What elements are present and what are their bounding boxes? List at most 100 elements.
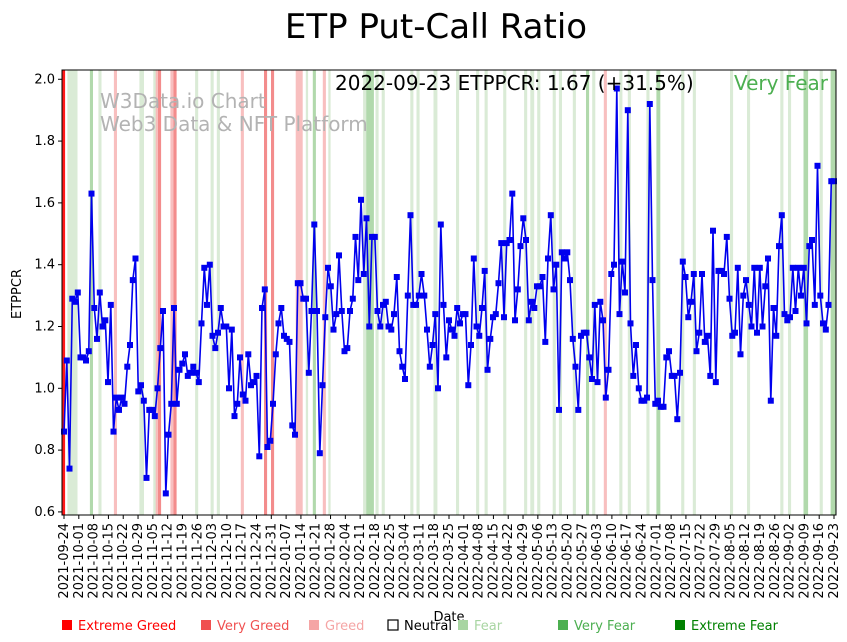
x-tick-label: 2022-07-22 xyxy=(694,523,709,599)
sentiment-band-greed xyxy=(295,70,303,515)
data-point xyxy=(608,271,615,277)
data-point xyxy=(484,366,491,373)
data-point xyxy=(432,311,439,318)
data-point xyxy=(338,308,345,314)
data-point xyxy=(803,320,810,327)
data-point xyxy=(759,323,766,330)
data-point xyxy=(149,406,155,413)
data-point xyxy=(487,335,494,342)
x-tick-label: 2021-12-17 xyxy=(235,523,250,599)
data-point xyxy=(201,264,208,271)
data-point xyxy=(421,292,428,299)
data-point xyxy=(594,379,601,386)
x-tick-label: 2022-01-21 xyxy=(309,523,324,599)
sentiment-band-fear xyxy=(747,70,751,515)
data-point xyxy=(528,298,535,305)
data-point xyxy=(773,332,780,339)
sentiment-band-fear xyxy=(524,70,528,515)
data-point xyxy=(701,338,708,345)
data-point xyxy=(322,314,329,321)
data-point xyxy=(424,326,430,333)
data-point xyxy=(171,305,177,311)
sentiment-bands xyxy=(62,70,836,515)
data-point xyxy=(193,369,199,376)
watermark: W3Data.io Chart Web3 Data & NFT Platform xyxy=(100,89,368,136)
data-point xyxy=(641,397,648,404)
data-point xyxy=(443,354,450,361)
data-point xyxy=(154,385,161,392)
data-point xyxy=(195,379,202,386)
x-tick-label: 2022-08-19 xyxy=(753,523,768,599)
data-point xyxy=(264,444,271,450)
legend-swatch xyxy=(387,619,399,631)
data-point xyxy=(751,264,758,271)
x-tick-label: 2022-01-14 xyxy=(294,523,309,599)
data-point xyxy=(718,267,725,274)
data-point xyxy=(545,255,551,262)
sentiment-band-fear xyxy=(788,70,792,515)
data-point xyxy=(690,271,697,277)
data-point xyxy=(479,305,485,311)
data-point xyxy=(745,301,752,308)
data-point xyxy=(355,277,362,284)
data-point xyxy=(602,394,609,401)
sentiment-band-fear xyxy=(363,70,367,515)
data-point xyxy=(569,335,576,342)
data-point xyxy=(239,391,246,398)
data-point xyxy=(825,301,832,308)
data-point xyxy=(655,397,661,404)
data-point xyxy=(547,212,554,219)
sentiment-band-very_greed xyxy=(271,70,275,515)
x-tick-label: 2022-08-05 xyxy=(723,523,738,599)
data-point xyxy=(347,308,353,314)
data-point xyxy=(671,372,678,379)
data-point xyxy=(509,190,516,197)
data-point xyxy=(91,305,98,311)
data-point xyxy=(402,376,408,382)
data-point xyxy=(613,85,620,92)
data-point xyxy=(817,292,824,299)
data-point xyxy=(407,212,414,219)
sentiment-band-very_greed xyxy=(158,70,162,515)
data-point xyxy=(462,311,469,318)
data-point xyxy=(182,351,188,358)
x-tick-label: 2022-06-17 xyxy=(620,523,635,599)
data-point xyxy=(116,406,122,413)
x-tick-label: 2022-04-22 xyxy=(501,523,516,599)
sentiment-band-greed xyxy=(155,70,158,515)
data-point xyxy=(525,317,532,324)
data-point xyxy=(209,332,216,339)
data-point xyxy=(820,320,826,327)
data-point xyxy=(366,323,373,330)
data-point xyxy=(261,286,268,293)
data-point xyxy=(762,283,769,290)
sentiment-band-fear xyxy=(780,70,784,515)
y-axis: 0.6 0.8 1.0 1.2 1.4 1.6 1.8 2.0 xyxy=(34,72,62,520)
data-point xyxy=(278,305,285,311)
data-point xyxy=(553,261,560,268)
sentiment-band-greed xyxy=(113,70,117,515)
data-point xyxy=(391,311,397,318)
data-point xyxy=(734,264,741,271)
sentiment-band-very_fear xyxy=(830,70,836,515)
x-tick-label: 2022-09-02 xyxy=(783,523,798,599)
data-point xyxy=(627,320,634,327)
data-point xyxy=(743,277,749,284)
sentiment-band-greed xyxy=(603,70,607,515)
data-point xyxy=(336,252,342,259)
data-point xyxy=(707,372,714,379)
data-point xyxy=(85,348,92,355)
x-tick-label: 2022-05-06 xyxy=(531,523,546,599)
data-point xyxy=(679,258,686,265)
watermark-line-1: W3Data.io Chart xyxy=(100,89,266,113)
data-point xyxy=(677,369,683,376)
x-tick-label: 2021-11-19 xyxy=(176,523,191,599)
sentiment-band-fear xyxy=(328,70,331,515)
legend-swatch xyxy=(62,620,72,630)
data-point xyxy=(281,332,287,339)
data-point xyxy=(253,372,260,379)
data-point xyxy=(688,298,694,305)
data-point xyxy=(330,326,337,333)
data-point xyxy=(303,295,309,302)
data-point xyxy=(305,369,312,376)
